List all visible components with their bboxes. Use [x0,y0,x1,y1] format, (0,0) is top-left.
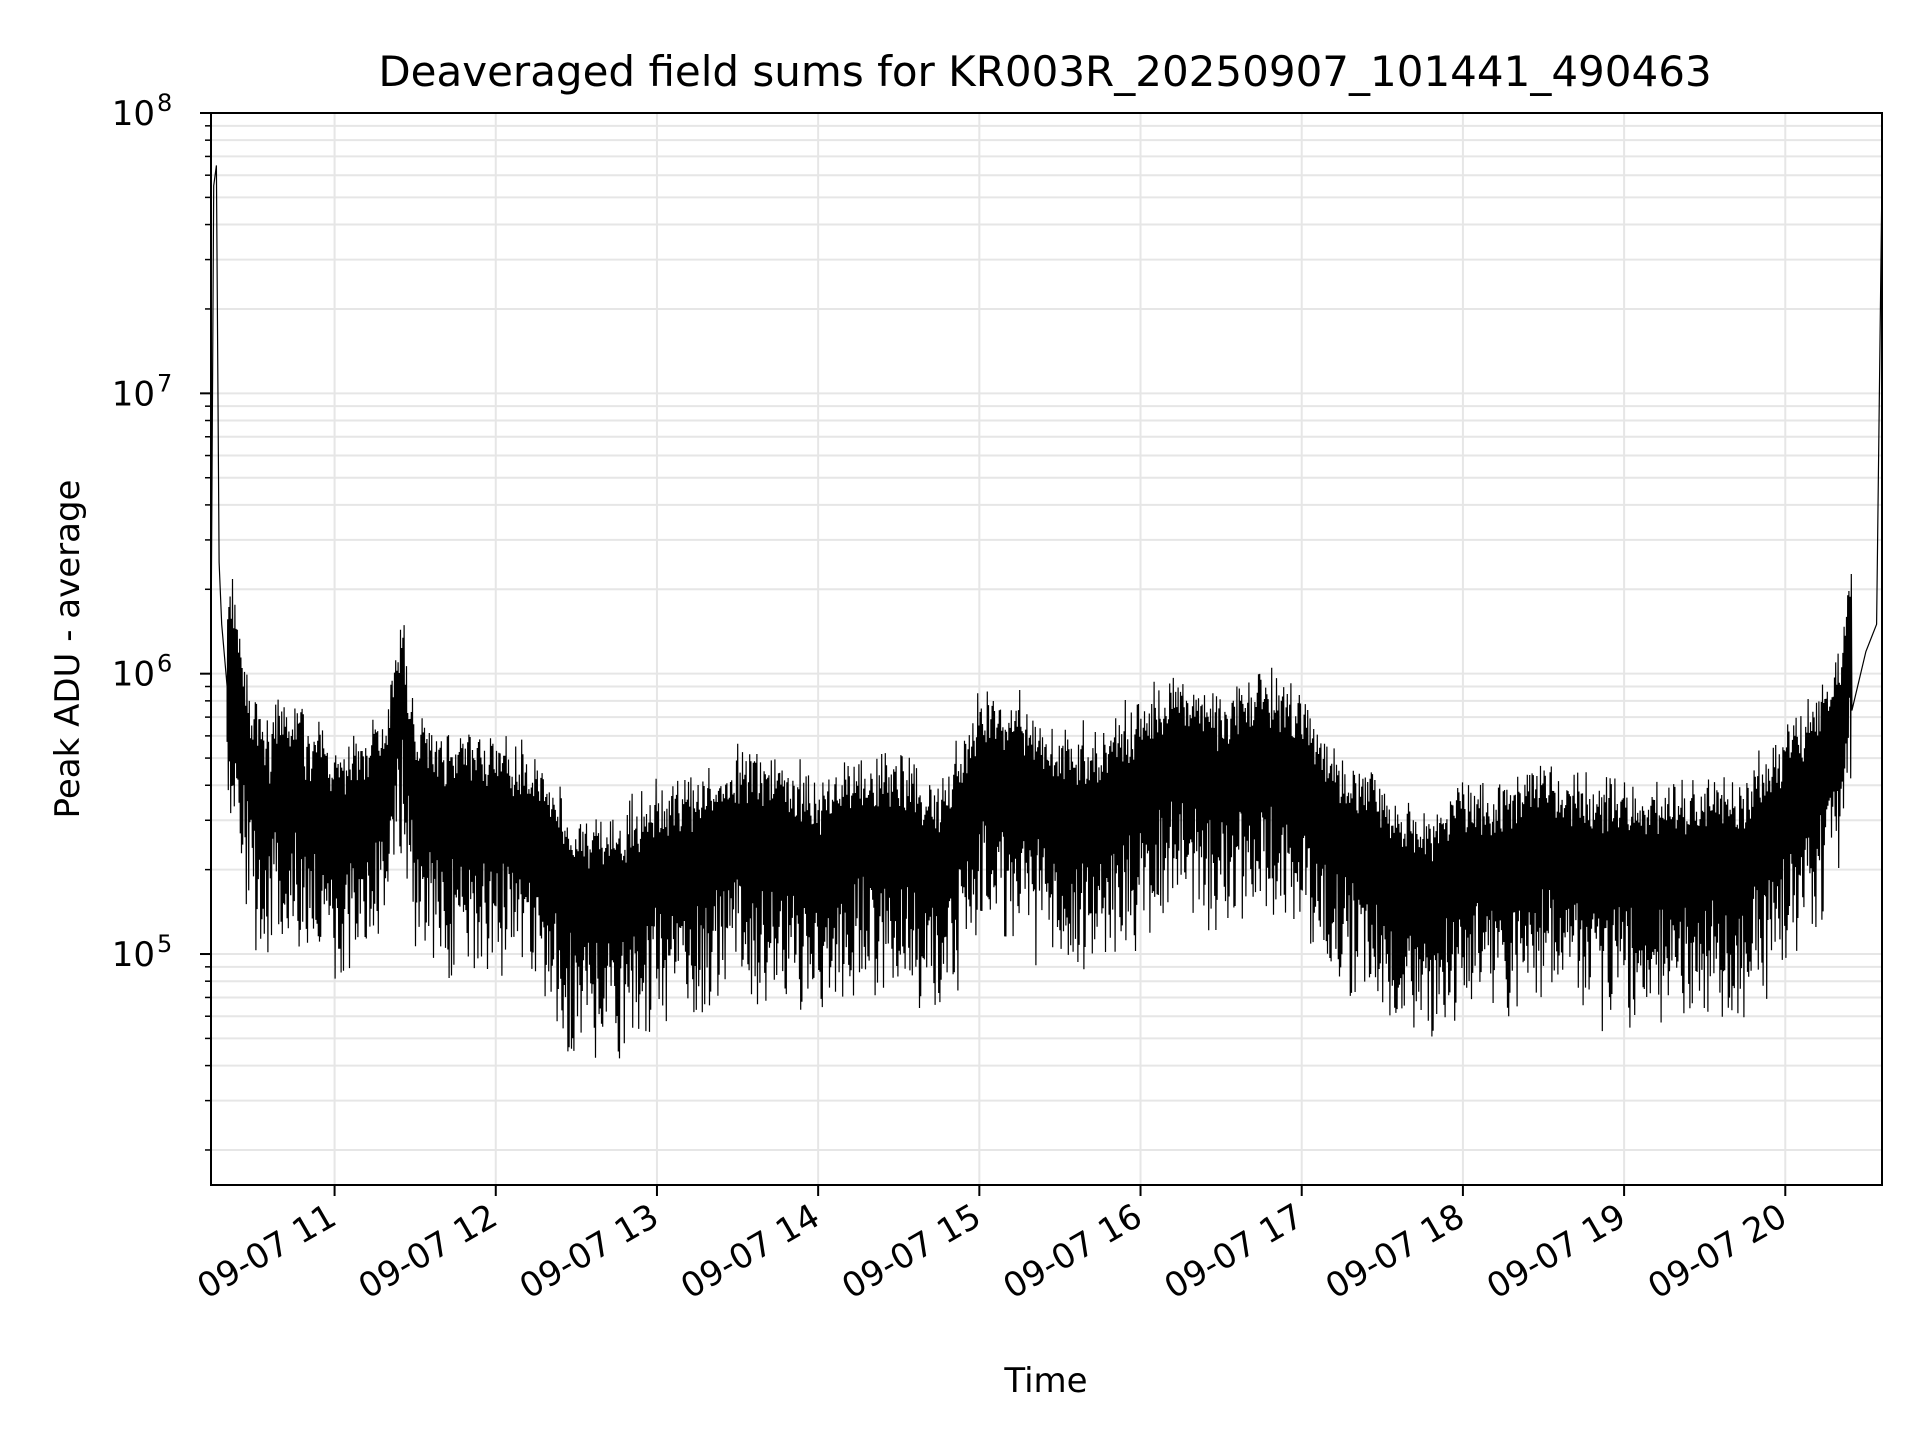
y-tick-label-exponent: 7 [157,369,172,397]
y-tick-label: 10 [112,935,155,975]
y-tick-label-exponent: 5 [157,930,172,958]
y-tick-label: 10 [112,94,155,134]
x-axis-label: Time [1003,1361,1087,1401]
y-axis-label: Peak ADU - average [48,480,88,819]
chart-title: Deaveraged field sums for KR003R_2025090… [378,47,1711,96]
y-tick-label: 10 [112,374,155,414]
plot-frame [210,112,1883,1186]
series-line [211,165,1882,1059]
y-tick-label-exponent: 6 [157,650,172,678]
y-tick-label: 10 [112,655,155,695]
y-tick-label-exponent: 8 [157,89,172,117]
